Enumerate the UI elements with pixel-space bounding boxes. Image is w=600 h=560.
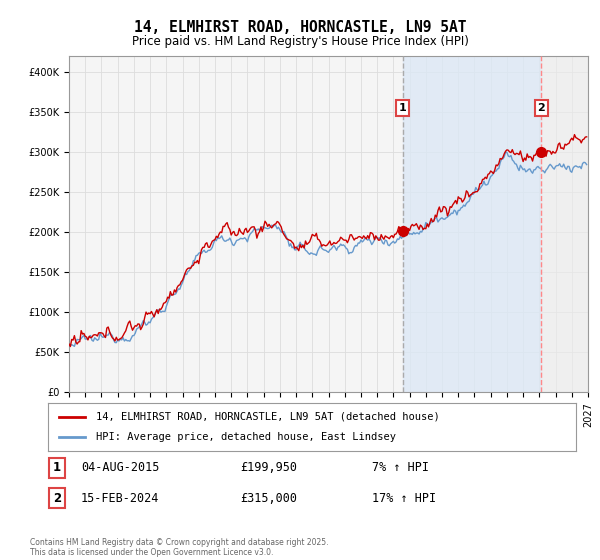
Text: 04-AUG-2015: 04-AUG-2015 bbox=[81, 461, 160, 474]
Text: 17% ↑ HPI: 17% ↑ HPI bbox=[372, 492, 436, 505]
Text: 1: 1 bbox=[399, 103, 407, 113]
Text: 2: 2 bbox=[538, 103, 545, 113]
Text: HPI: Average price, detached house, East Lindsey: HPI: Average price, detached house, East… bbox=[95, 432, 395, 442]
Text: 7% ↑ HPI: 7% ↑ HPI bbox=[372, 461, 429, 474]
Text: 1: 1 bbox=[53, 461, 61, 474]
Text: Price paid vs. HM Land Registry's House Price Index (HPI): Price paid vs. HM Land Registry's House … bbox=[131, 35, 469, 48]
Text: 14, ELMHIRST ROAD, HORNCASTLE, LN9 5AT (detached house): 14, ELMHIRST ROAD, HORNCASTLE, LN9 5AT (… bbox=[95, 412, 439, 422]
Text: £315,000: £315,000 bbox=[240, 492, 297, 505]
Text: £199,950: £199,950 bbox=[240, 461, 297, 474]
Text: 2: 2 bbox=[53, 492, 61, 505]
Text: Contains HM Land Registry data © Crown copyright and database right 2025.
This d: Contains HM Land Registry data © Crown c… bbox=[30, 538, 329, 557]
Bar bbox=[541, 56, 588, 392]
Text: 15-FEB-2024: 15-FEB-2024 bbox=[81, 492, 160, 505]
Bar bbox=[403, 56, 541, 392]
Text: 14, ELMHIRST ROAD, HORNCASTLE, LN9 5AT: 14, ELMHIRST ROAD, HORNCASTLE, LN9 5AT bbox=[134, 20, 466, 35]
